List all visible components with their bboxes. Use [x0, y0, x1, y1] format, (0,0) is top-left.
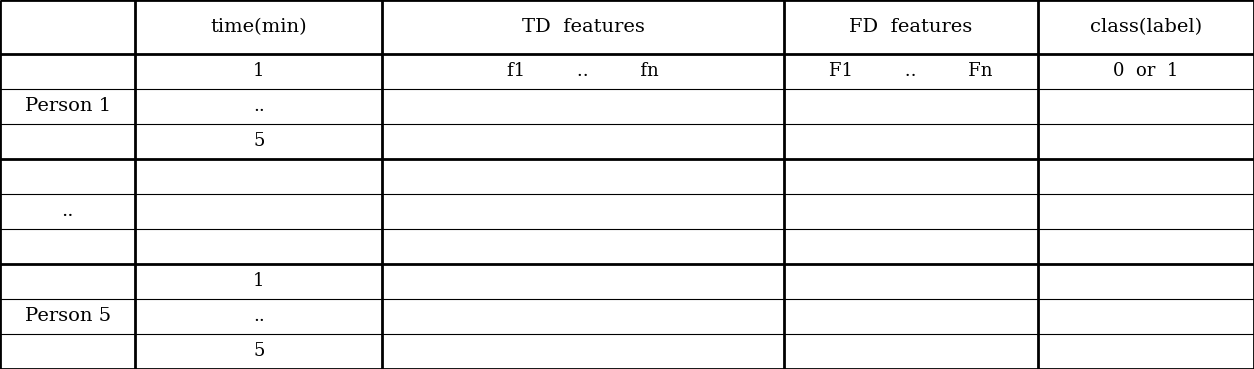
Text: f1         ..         fn: f1 .. fn [507, 62, 660, 80]
Text: FD  features: FD features [849, 18, 973, 36]
Text: Person 5: Person 5 [25, 307, 110, 325]
Text: ..: .. [253, 97, 265, 115]
Text: class(label): class(label) [1090, 18, 1203, 36]
Text: TD  features: TD features [522, 18, 645, 36]
Text: ..: .. [61, 202, 74, 220]
Text: 0  or  1: 0 or 1 [1114, 62, 1179, 80]
Text: ..: .. [253, 307, 265, 325]
Text: 1: 1 [253, 272, 265, 290]
Text: 1: 1 [253, 62, 265, 80]
Text: 5: 5 [253, 132, 265, 150]
Text: Person 1: Person 1 [25, 97, 110, 115]
Text: F1         ..         Fn: F1 .. Fn [829, 62, 993, 80]
Text: time(min): time(min) [211, 18, 307, 36]
Text: 5: 5 [253, 342, 265, 361]
